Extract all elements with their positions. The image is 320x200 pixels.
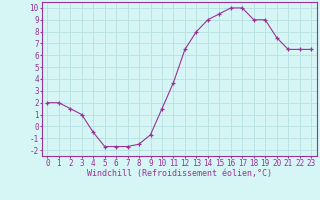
X-axis label: Windchill (Refroidissement éolien,°C): Windchill (Refroidissement éolien,°C) [87, 169, 272, 178]
